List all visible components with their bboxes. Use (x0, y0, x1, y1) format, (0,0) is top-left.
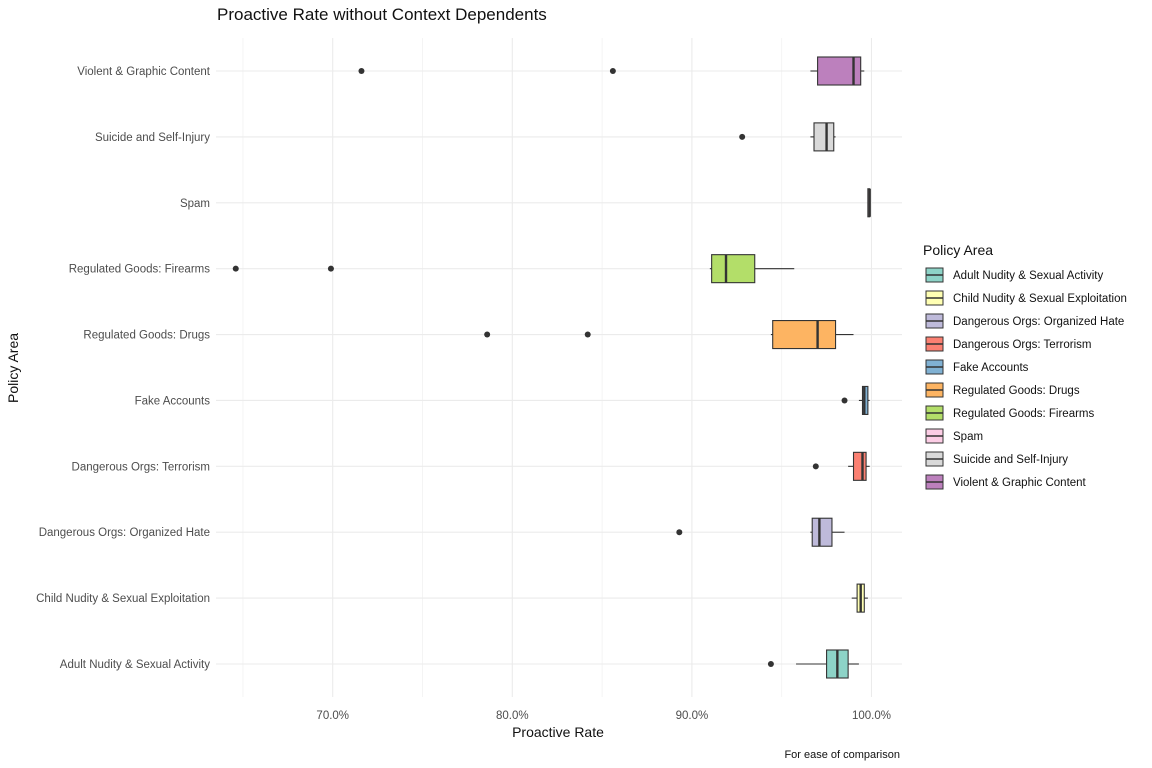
y-tick-label: Dangerous Orgs: Organized Hate (39, 527, 210, 539)
box-dangerous-orgs-organized-hate (676, 517, 845, 547)
y-tick-label: Dangerous Orgs: Terrorism (72, 461, 210, 473)
y-tick-label: Adult Nudity & Sexual Activity (60, 659, 210, 671)
outlier-point (232, 265, 239, 272)
y-tick-labels: Adult Nudity & Sexual Activity Child Nudi… (36, 66, 211, 671)
y-tick-label: Regulated Goods: Drugs (83, 330, 210, 342)
y-tick-label: Suicide and Self-Injury (95, 132, 210, 144)
outlier-point (676, 529, 683, 536)
y-tick-label: Violent & Graphic Content (77, 66, 211, 78)
caption: For ease of comparison (784, 749, 900, 761)
legend-item: Fake Accounts (925, 359, 1029, 375)
outlier-point (841, 397, 848, 404)
x-tick-label: 70.0% (316, 710, 349, 722)
iqr-box (811, 517, 833, 547)
y-tick-label: Child Nudity & Sexual Exploitation (36, 593, 210, 605)
legend-item: Spam (925, 428, 983, 444)
legend-item: Regulated Goods: Firearms (925, 405, 1095, 421)
chart-title: Proactive Rate without Context Dependent… (217, 5, 547, 24)
x-tick-labels: 70.0% 80.0% 90.0% 100.0% (316, 710, 891, 722)
legend-item: Regulated Goods: Drugs (925, 382, 1080, 398)
legend-label: Child Nudity & Sexual Exploitation (953, 293, 1127, 305)
box-adult-nudity-sexual-activity (767, 649, 859, 679)
outlier-point (327, 265, 334, 272)
legend-item: Dangerous Orgs: Organized Hate (925, 313, 1124, 329)
y-tick-label: Regulated Goods: Firearms (69, 264, 211, 276)
y-tick-label: Spam (180, 198, 210, 210)
x-axis-title: Proactive Rate (512, 724, 604, 740)
grid (216, 38, 902, 697)
legend-item: Violent & Graphic Content (925, 474, 1087, 490)
iqr-box (813, 122, 835, 152)
box-spam (867, 188, 871, 218)
y-axis-title: Policy Area (5, 333, 21, 403)
outlier-point (358, 68, 365, 74)
legend-label: Regulated Goods: Firearms (953, 408, 1095, 420)
x-tick-label: 100.0% (852, 710, 891, 722)
iqr-box (711, 254, 756, 284)
box-regulated-goods-drugs (484, 320, 854, 350)
box-regulated-goods-firearms (232, 254, 795, 284)
box-fake-accounts (841, 385, 870, 415)
legend-item: Adult Nudity & Sexual Activity (925, 267, 1103, 283)
box-child-nudity-sexual-exploitation (851, 583, 868, 613)
legend-label: Adult Nudity & Sexual Activity (953, 270, 1103, 282)
legend-item: Suicide and Self-Injury (925, 451, 1068, 467)
legend-label: Violent & Graphic Content (953, 477, 1087, 489)
legend-label: Dangerous Orgs: Terrorism (953, 339, 1091, 351)
iqr-box (852, 451, 867, 481)
outlier-point (584, 331, 591, 338)
box-dangerous-orgs-terrorism (812, 451, 870, 481)
legend-label: Regulated Goods: Drugs (953, 385, 1080, 397)
boxes (232, 56, 871, 679)
legend-label: Dangerous Orgs: Organized Hate (953, 316, 1124, 328)
x-tick-label: 90.0% (676, 710, 709, 722)
legend-item: Child Nudity & Sexual Exploitation (925, 290, 1127, 306)
outlier-point (767, 661, 774, 667)
legend-label: Fake Accounts (953, 362, 1029, 374)
legend: Policy Area Adult Nudity & Sexual Activi… (923, 242, 1127, 490)
legend-items: Adult Nudity & Sexual Activity Child Nudi… (925, 267, 1127, 490)
legend-item: Dangerous Orgs: Terrorism (925, 336, 1091, 352)
x-tick-label: 80.0% (496, 710, 529, 722)
outlier-point (812, 463, 819, 470)
outlier-point (739, 133, 746, 140)
legend-label: Spam (953, 431, 983, 443)
box-violent-graphic-content (358, 56, 865, 86)
box-suicide-and-self-injury (739, 122, 836, 152)
legend-title: Policy Area (923, 242, 993, 258)
legend-label: Suicide and Self-Injury (953, 454, 1068, 466)
outlier-point (609, 68, 616, 74)
outlier-point (484, 331, 491, 338)
iqr-box (772, 320, 837, 350)
y-tick-label: Fake Accounts (135, 395, 211, 407)
